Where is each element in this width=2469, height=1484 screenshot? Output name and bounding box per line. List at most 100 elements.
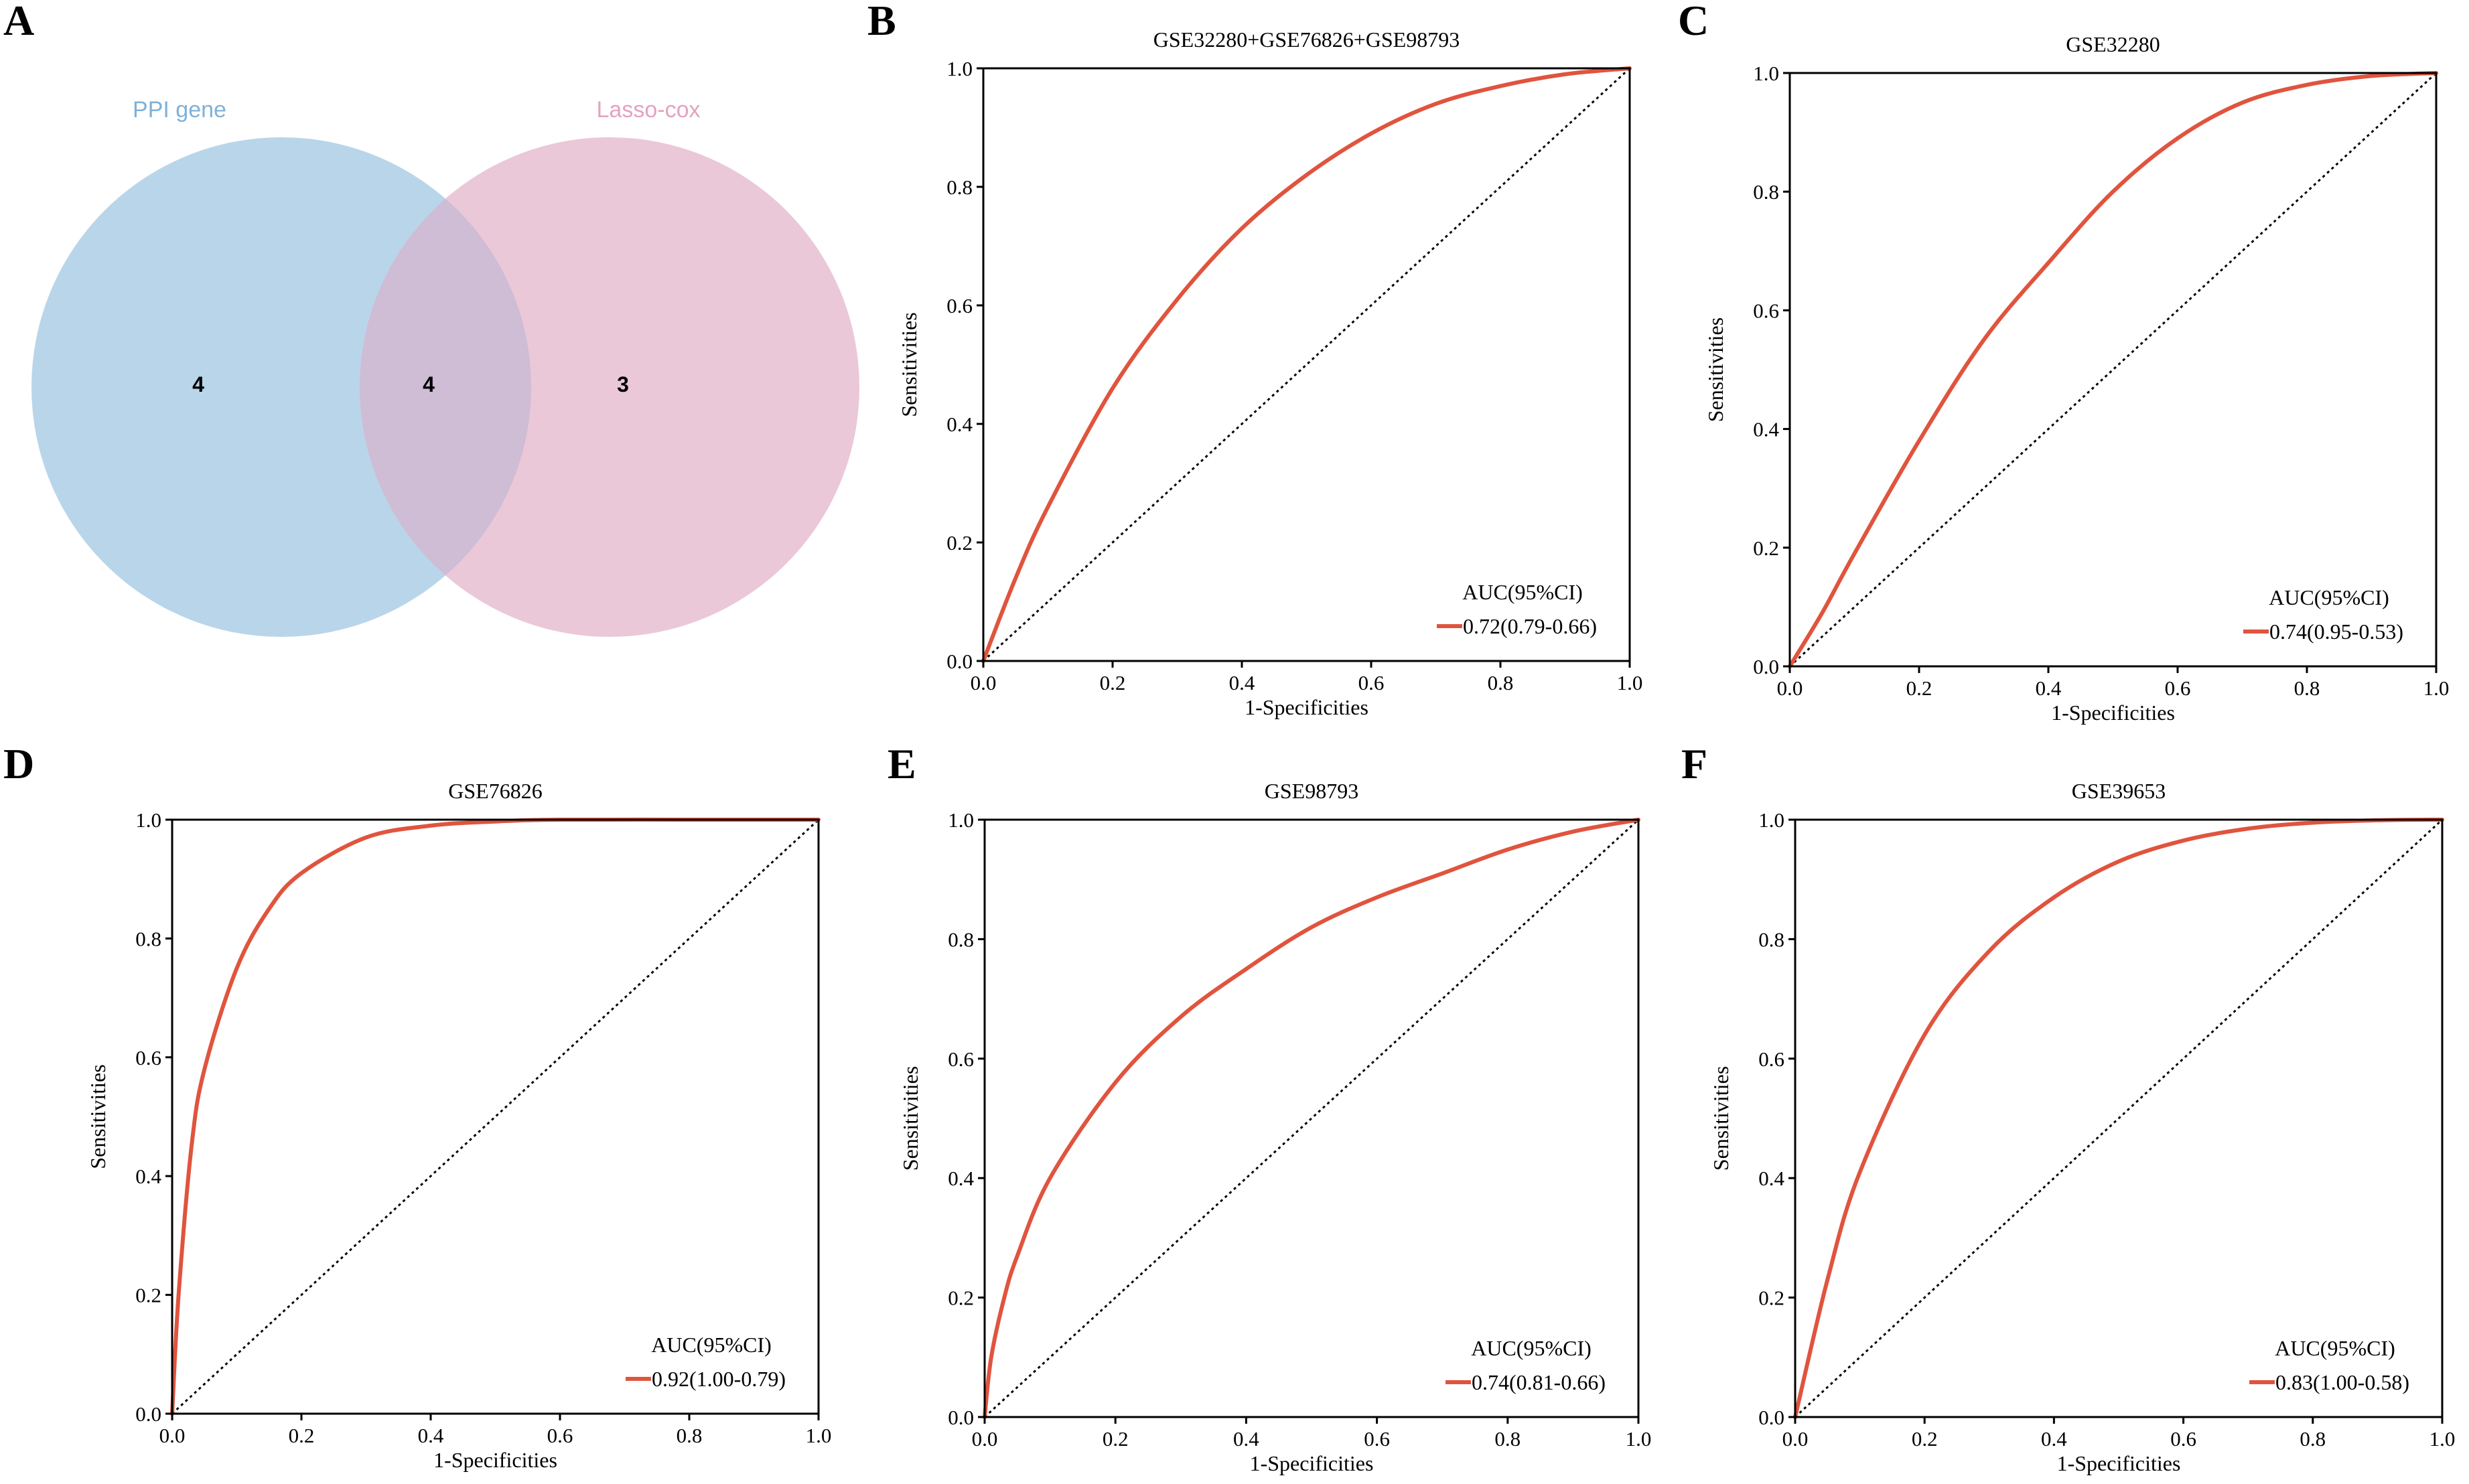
y-tick-label: 0.8	[948, 928, 974, 951]
y-tick-label: 0.2	[1753, 536, 1779, 560]
legend-entry: 0.83(1.00-0.58)	[2275, 1370, 2409, 1394]
venn-label-ppi-gene: PPI gene	[133, 97, 226, 123]
roc-chart-b: 0.00.0 0.2 0.2 0.4 0.4 0.6 0.6 0.8 0.8 1.0 1.0 GSE3…	[897, 27, 1642, 719]
x-tick-label: 0.4	[2041, 1427, 2067, 1451]
plot-frame	[983, 818, 1640, 1418]
x-tick-label: 0.2	[1912, 1427, 1938, 1451]
x-tick-label: 0.6	[547, 1424, 573, 1447]
venn-intersection	[360, 137, 531, 637]
y-axis-label: Sensitivities	[898, 1066, 922, 1171]
roc-chart-e: 0.00.0 0.2 0.2 0.4 0.4 0.6 0.6 0.8 0.8 1.0 1.0 GSE9…	[898, 779, 1651, 1475]
reference-diagonal	[982, 67, 1631, 662]
reference-diagonal	[1788, 72, 2438, 668]
legend-entry: 0.92(1.00-0.79)	[652, 1367, 786, 1391]
y-tick-label: 1.0	[1758, 808, 1784, 832]
roc-curve	[1793, 818, 2444, 1419]
x-tick-label: 0.2	[1906, 676, 1932, 700]
y-tick-label: 1.0	[1753, 62, 1779, 85]
y-tick-label: 0.8	[135, 927, 161, 950]
y-tick-label: 0.0	[946, 650, 973, 673]
venn-label-lasso-cox: Lasso-cox	[597, 97, 701, 123]
x-tick-label: 0.2	[1103, 1427, 1129, 1451]
y-tick-label: 0.0	[1753, 655, 1779, 678]
x-axis-label: 1-Specificities	[1250, 1451, 1374, 1475]
venn-diagram: PPI gene Lasso-cox 4 4 3	[31, 97, 859, 637]
y-tick-label: 0.4	[946, 413, 973, 436]
x-tick-label: 0.0	[972, 1427, 998, 1451]
x-tick-label: 0.4	[1229, 671, 1255, 694]
x-tick-label: 0.8	[1494, 1427, 1521, 1451]
y-tick-label: 0.8	[1758, 928, 1784, 951]
y-tick-label: 0.4	[1758, 1167, 1784, 1190]
panel-letter-f: F	[1681, 740, 1707, 788]
legend-title: AUC(95%CI)	[1471, 1336, 1592, 1360]
y-tick-label: 0.0	[1758, 1406, 1784, 1429]
legend-title: AUC(95%CI)	[2275, 1336, 2395, 1360]
x-tick-label: 0.8	[2294, 676, 2320, 700]
y-tick-label: 0.2	[135, 1284, 161, 1307]
chart-title: GSE76826	[448, 779, 542, 803]
y-tick-label: 0.4	[1753, 418, 1779, 441]
x-tick-label: 0.8	[2300, 1427, 2326, 1451]
plot-frame	[171, 818, 820, 1415]
x-tick-label: 0.4	[418, 1424, 444, 1447]
y-axis-label: Sensitivities	[1709, 1066, 1733, 1171]
x-axis-label: 1-Specificities	[2051, 700, 2175, 725]
y-tick-label: 0.2	[1758, 1286, 1784, 1310]
y-axis-label: Sensitivities	[897, 312, 921, 417]
legend-title: AUC(95%CI)	[651, 1333, 772, 1357]
y-tick-label: 1.0	[946, 57, 973, 80]
x-tick-label: 1.0	[1617, 671, 1643, 694]
roc-chart-c: 0.00.0 0.2 0.2 0.4 0.4 0.6 0.6 0.8 0.8 1.0 1.0 GSE3…	[1703, 32, 2449, 725]
y-tick-label: 0.8	[1753, 180, 1779, 204]
x-tick-label: 0.4	[2036, 676, 2062, 700]
reference-diagonal	[171, 818, 820, 1415]
x-tick-label: 0.6	[1364, 1427, 1390, 1451]
venn-count-lasso-only: 3	[617, 372, 629, 396]
venn-count-ppi-only: 4	[192, 372, 204, 396]
y-axis-label: Sensitivities	[1703, 317, 1727, 422]
panel-letter-b: B	[867, 0, 896, 44]
x-tick-label: 0.4	[1233, 1427, 1259, 1451]
x-axis-label: 1-Specificities	[1245, 695, 1368, 719]
x-tick-label: 0.0	[971, 671, 997, 694]
x-tick-label: 1.0	[2423, 676, 2450, 700]
y-tick-label: 0.6	[946, 294, 973, 317]
x-tick-label: 0.8	[677, 1424, 703, 1447]
legend-title: AUC(95%CI)	[1462, 580, 1583, 604]
y-tick-label: 0.4	[135, 1165, 161, 1188]
chart-title: GSE98793	[1265, 779, 1358, 803]
chart-title: GSE32280+GSE76826+GSE98793	[1153, 27, 1460, 52]
reference-diagonal	[983, 818, 1640, 1418]
x-tick-label: 1.0	[2429, 1427, 2456, 1451]
x-tick-label: 1.0	[806, 1424, 832, 1447]
roc-curve	[983, 818, 1640, 1419]
legend-title: AUC(95%CI)	[2269, 585, 2389, 609]
x-tick-label: 1.0	[1626, 1427, 1652, 1451]
x-tick-label: 0.6	[2170, 1427, 2196, 1451]
x-tick-label: 0.2	[289, 1424, 315, 1447]
y-tick-label: 0.6	[135, 1046, 161, 1069]
plot-frame	[982, 67, 1631, 662]
x-tick-label: 0.0	[1782, 1427, 1809, 1451]
legend-entry: 0.74(0.81-0.66)	[1472, 1370, 1606, 1394]
y-tick-label: 0.2	[946, 531, 973, 554]
y-tick-label: 0.2	[948, 1286, 974, 1310]
roc-curve	[170, 817, 821, 1416]
panel-letter-e: E	[888, 740, 916, 788]
roc-chart-d: 0.00.0 0.2 0.2 0.4 0.4 0.6 0.6 0.8 0.8 1.0 1.0 GSE7…	[86, 779, 831, 1472]
y-tick-label: 0.6	[1758, 1047, 1784, 1071]
y-tick-label: 0.8	[946, 175, 973, 199]
legend-entry: 0.72(0.79-0.66)	[1463, 614, 1597, 638]
y-tick-label: 0.6	[948, 1047, 974, 1071]
x-axis-label: 1-Specificities	[2057, 1451, 2181, 1475]
venn-count-intersection: 4	[423, 372, 435, 396]
roc-chart-f: 0.00.0 0.2 0.2 0.4 0.4 0.6 0.6 0.8 0.8 1.0 1.0 GSE3…	[1709, 779, 2455, 1475]
chart-title: GSE39653	[2072, 779, 2166, 803]
y-tick-label: 0.4	[948, 1167, 974, 1190]
x-tick-label: 0.6	[2165, 676, 2191, 700]
y-tick-label: 1.0	[948, 808, 974, 832]
panel-letter-d: D	[3, 740, 34, 788]
legend-entry: 0.74(0.95-0.53)	[2269, 619, 2403, 644]
